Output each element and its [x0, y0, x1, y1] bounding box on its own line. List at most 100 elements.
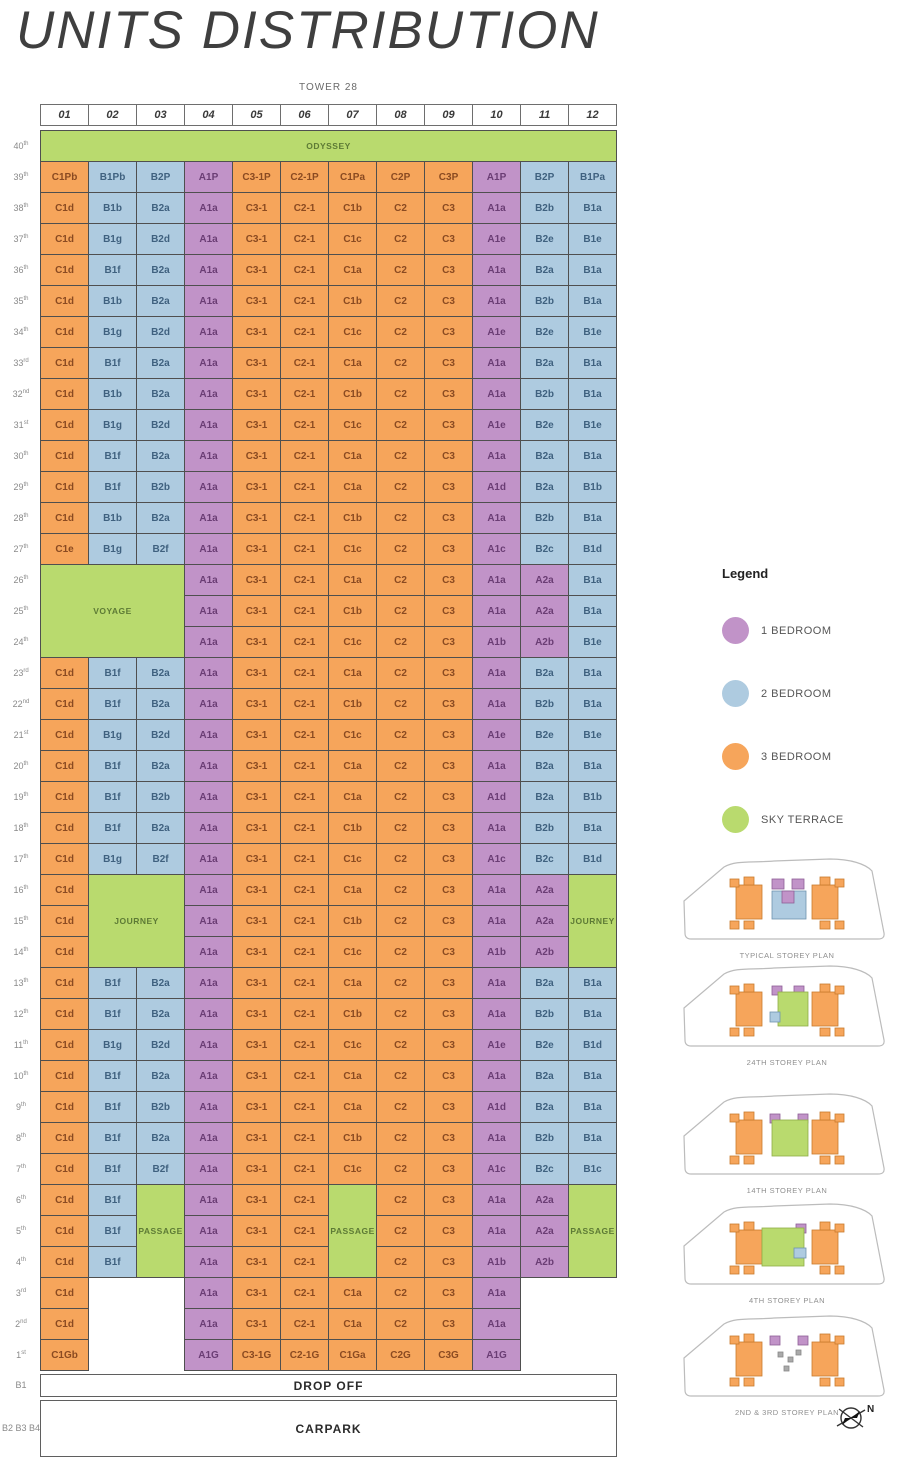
unit-cell-1bed: A1a [472, 254, 522, 286]
unit-cell-2bed: B1a [568, 750, 618, 782]
unit-cell-1bed: A2b [520, 936, 570, 968]
unit-cell-1bed: A1a [472, 874, 522, 906]
unit-cell-3bed: C2-1 [280, 936, 330, 968]
unit-cell-3bed: C3 [424, 1184, 474, 1216]
unit-cell-3bed: C2-1 [280, 750, 330, 782]
unit-cell-3bed: C1d [40, 440, 90, 472]
basement-cell: DROP OFF [40, 1374, 618, 1397]
sky-terrace-cell: PASSAGE [136, 1184, 186, 1278]
unit-cell-3bed: C3 [424, 471, 474, 503]
unit-cell-3bed: C2 [376, 378, 426, 410]
column-header: 12 [568, 104, 618, 126]
floor-label: 11th [13, 1040, 29, 1050]
unit-cell-3bed: C2-1 [280, 409, 330, 441]
unit-cell-1bed: A1a [184, 1029, 234, 1061]
unit-cell-3bed: C1c [328, 626, 378, 658]
unit-cell-3bed: C3 [424, 316, 474, 348]
unit-cell-1bed: A1a [184, 781, 234, 813]
unit-cell-3bed: C3 [424, 998, 474, 1030]
unit-cell-3bed: C3 [424, 223, 474, 255]
unit-cell-2bed: B1a [568, 440, 618, 472]
floor-row: 35th C1d B1b B2a A1a C3-1 C2-1 C1b C2 C3 A1a B2b B1a [2, 285, 618, 317]
unit-cell-1bed: A1a [184, 905, 234, 937]
unit-cell-1bed: A1G [472, 1339, 522, 1371]
floor-label: 37th [13, 234, 29, 244]
unit-cell-2bed: B1f [88, 471, 138, 503]
sky-terrace-cell: PASSAGE [328, 1184, 378, 1278]
basement-label: B1 [15, 1380, 27, 1390]
unit-cell-3bed: C2 [376, 316, 426, 348]
unit-cell-2bed: B1a [568, 285, 618, 317]
unit-cell-3bed: C3-1 [232, 657, 282, 689]
unit-cell-3bed: C2 [376, 409, 426, 441]
unit-cell-3bed: C3 [424, 533, 474, 565]
unit-cell-3bed: C3-1 [232, 564, 282, 596]
unit-cell-1bed: A1e [472, 316, 522, 348]
column-header: 04 [184, 104, 234, 126]
floor-label: 9th [16, 1102, 27, 1112]
legend-color-dot [722, 743, 749, 770]
unit-cell-3bed: C3 [424, 1308, 474, 1340]
floor-label: 24th [13, 637, 29, 647]
unit-cell-3bed: C1d [40, 874, 90, 906]
unit-cell-3bed: C3 [424, 874, 474, 906]
unit-cell-3bed: C1b [328, 905, 378, 937]
unit-cell-3bed: C1d [40, 1215, 90, 1247]
legend-title: Legend [722, 566, 769, 581]
unit-cell-1bed: A1a [472, 285, 522, 317]
unit-cell-1bed: A2b [520, 626, 570, 658]
unit-cell-3bed: C3 [424, 192, 474, 224]
unit-cell-3bed: C3-1 [232, 688, 282, 720]
unit-cell-2bed: B1b [88, 285, 138, 317]
floor-label: 18th [13, 823, 29, 833]
unit-cell-3bed: C2P [376, 161, 426, 193]
unit-cell-3bed: C1d [40, 843, 90, 875]
storey-plan-caption: 2ND & 3RD STOREY PLAN [734, 1408, 839, 1417]
unit-cell-3bed: C3-1 [232, 719, 282, 751]
unit-cell-3bed: C1a [328, 967, 378, 999]
floor-label: 31st [13, 420, 29, 430]
unit-cell-3bed: C2-1 [280, 285, 330, 317]
unit-cell-3bed: C1d [40, 781, 90, 813]
unit-cell-3bed: C3-1 [232, 347, 282, 379]
unit-cell-1bed: A1a [472, 595, 522, 627]
column-header: 03 [136, 104, 186, 126]
unit-cell-3bed: C2 [376, 347, 426, 379]
unit-cell-3bed: C1a [328, 1060, 378, 1092]
unit-cell-2bed: B2e [520, 316, 570, 348]
basement-row: B1 DROP OFF [2, 1374, 618, 1397]
unit-cell-3bed: C1a [328, 564, 378, 596]
storey-plan: 2ND & 3RD STOREY PLAN [678, 1312, 896, 1417]
unit-cell-3bed: C1d [40, 657, 90, 689]
unit-cell-3bed: C2-1 [280, 595, 330, 627]
unit-cell-3bed: C1a [328, 347, 378, 379]
unit-cell-3bed: C2 [376, 1184, 426, 1216]
unit-cell-2bed: B1a [568, 1122, 618, 1154]
unit-cell-3bed: C2-1 [280, 1246, 330, 1278]
unit-cell-2bed: B2c [520, 1153, 570, 1185]
floor-label: 1st [16, 1350, 26, 1360]
unit-cell-3bed: C3 [424, 564, 474, 596]
storey-plan-caption: 14TH STOREY PLAN [746, 1186, 828, 1195]
unit-cell-2bed: B2b [136, 471, 186, 503]
unit-cell-2bed: B2c [520, 533, 570, 565]
column-header: 10 [472, 104, 522, 126]
legend-item: 2 BEDROOM [722, 680, 882, 707]
floor-label: 14th [13, 947, 29, 957]
unit-cell-1bed: A1G [184, 1339, 234, 1371]
unit-cell-2bed: B1a [568, 254, 618, 286]
unit-cell-2bed: B2e [520, 223, 570, 255]
unit-cell-2bed: B1f [88, 657, 138, 689]
unit-cell-2bed: B1g [88, 1029, 138, 1061]
unit-cell-2bed: B2e [520, 719, 570, 751]
column-header: 09 [424, 104, 474, 126]
unit-cell-1bed: A2b [520, 1246, 570, 1278]
floor-label: 25th [13, 606, 29, 616]
unit-cell-2bed: B2b [520, 285, 570, 317]
compass-north-label: N [867, 1404, 874, 1415]
floor-row: 26th VOYAGE A1a C3-1 C2-1 C1a C2 C3 A1a A2a B1a [2, 564, 618, 658]
floor-row: 36th C1d B1f B2a A1a C3-1 C2-1 C1a C2 C3 A1a B2a B1a [2, 254, 618, 286]
unit-cell-2bed: B1f [88, 812, 138, 844]
unit-cell-1bed: A1a [184, 1277, 234, 1309]
unit-cell-2bed: B2a [520, 781, 570, 813]
